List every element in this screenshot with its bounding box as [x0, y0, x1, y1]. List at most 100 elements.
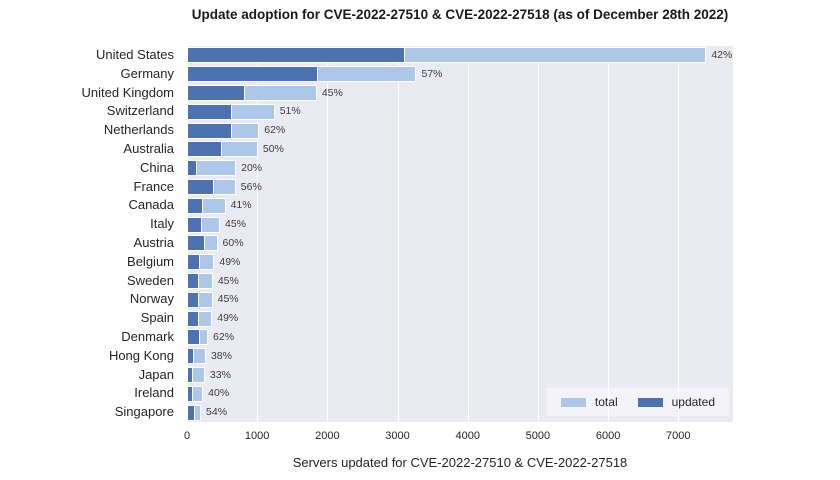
- bar-updated: [187, 141, 223, 158]
- legend: total updated: [546, 388, 729, 416]
- bar-row: 57%: [187, 65, 733, 84]
- bar-updated: [187, 160, 197, 177]
- y-label-norway: Norway: [129, 291, 174, 307]
- bar-pct-label: 33%: [209, 368, 231, 381]
- bar-pct-label: 60%: [222, 237, 244, 249]
- bar-pct-label: 45%: [217, 293, 239, 306]
- bar-row: 45%: [187, 272, 733, 291]
- gridline-x-4000: [467, 46, 469, 422]
- bar-updated: [187, 385, 194, 402]
- bar-row: 42%: [187, 46, 733, 65]
- bar-updated: [187, 366, 193, 383]
- y-label-japan: Japan: [138, 366, 174, 382]
- bar-updated: [187, 291, 199, 308]
- y-label-united-states: United States: [95, 47, 174, 62]
- x-tick-2000: 2000: [315, 430, 340, 442]
- y-label-italy: Italy: [150, 216, 174, 232]
- y-label-netherlands: Netherlands: [103, 122, 174, 138]
- chart-title: Update adoption for CVE-2022-27510 & CVE…: [191, 7, 729, 22]
- bar-updated: [187, 84, 246, 101]
- bar-row: 45%: [187, 290, 733, 309]
- gridline-x-7000: [678, 46, 680, 422]
- gridline-x-2000: [327, 46, 329, 422]
- x-tick-5000: 5000: [525, 430, 551, 442]
- bar-pct-label: 45%: [321, 86, 343, 99]
- y-label-ireland: Ireland: [134, 385, 174, 401]
- y-label-spain: Spain: [140, 310, 174, 326]
- gridline-x-0: [187, 46, 188, 422]
- bar-pct-label: 41%: [230, 199, 252, 212]
- bar-updated: [187, 216, 202, 233]
- bar-pct-label: 20%: [241, 161, 263, 174]
- bar-updated: [187, 329, 201, 346]
- bar-pct-label: 51%: [279, 105, 301, 118]
- bar-pct-label: 54%: [206, 406, 228, 419]
- bar-updated: [187, 103, 232, 120]
- y-label-hong-kong: Hong Kong: [108, 347, 174, 363]
- x-tick-4000: 4000: [455, 430, 480, 442]
- bar-updated: [187, 254, 201, 271]
- gridline-x-5000: [537, 46, 539, 422]
- y-label-australia: Australia: [123, 141, 174, 156]
- legend-item-updated: updated: [637, 395, 715, 409]
- y-label-singapore: Singapore: [114, 404, 174, 420]
- bar-pct-label: 45%: [224, 218, 246, 231]
- bar-pct-label: 49%: [219, 255, 241, 268]
- y-label-france: France: [133, 178, 174, 194]
- bar-pct-label: 45%: [217, 274, 239, 287]
- bar-row: 60%: [187, 234, 733, 253]
- bar-pct-label: 38%: [210, 349, 232, 362]
- y-label-belgium: Belgium: [127, 253, 174, 269]
- x-axis: 0 1000 2000 3000 4000 5000 6000 7000: [183, 430, 733, 446]
- bar-updated: [187, 348, 195, 365]
- bar-pct-label: 62%: [264, 124, 286, 137]
- bar-row: 62%: [187, 121, 733, 140]
- bar-row: 49%: [187, 253, 733, 272]
- y-label-canada: Canada: [128, 197, 174, 213]
- legend-item-total: total: [560, 395, 618, 409]
- bar-updated: [187, 272, 199, 289]
- bar-row: 50%: [187, 140, 733, 159]
- bar-updated: [187, 235, 206, 252]
- bar-row: 20%: [187, 159, 733, 178]
- x-tick-7000: 7000: [666, 430, 691, 442]
- bar-updated: [187, 66, 318, 83]
- legend-label-total: total: [594, 395, 618, 409]
- bar-row: 33%: [187, 366, 733, 385]
- bar-pct-label: 57%: [421, 67, 443, 80]
- bar-row: 51%: [187, 102, 733, 121]
- legend-label-updated: updated: [671, 395, 715, 409]
- y-label-denmark: Denmark: [121, 329, 174, 344]
- bar-updated: [187, 404, 195, 421]
- bar-pct-label: 56%: [240, 180, 262, 193]
- legend-swatch-updated-icon: [637, 397, 663, 407]
- bar-pct-label: 49%: [217, 312, 239, 325]
- bar-updated: [187, 197, 203, 214]
- x-tick-3000: 3000: [385, 430, 410, 442]
- x-tick-1000: 1000: [244, 430, 270, 442]
- x-tick-6000: 6000: [595, 430, 621, 442]
- bar-row: 49%: [187, 309, 733, 328]
- gridline-x-6000: [608, 46, 610, 422]
- legend-swatch-total-icon: [560, 397, 586, 407]
- bar-updated: [187, 122, 232, 139]
- bar-row: 38%: [187, 347, 733, 366]
- bar-pct-label: 62%: [213, 331, 235, 343]
- bar-row: 54%: [187, 403, 733, 422]
- bar-row: 40%: [187, 384, 733, 403]
- gridline-x-3000: [397, 46, 399, 422]
- bar-row: 62%: [187, 328, 733, 347]
- y-label-switzerland: Switzerland: [106, 103, 174, 119]
- y-label-china: China: [140, 159, 174, 175]
- x-tick-0: 0: [183, 430, 191, 442]
- bar-row: 56%: [187, 178, 733, 197]
- bar-updated: [187, 47, 406, 64]
- bar-pct-label: 50%: [262, 143, 284, 155]
- y-label-germany: Germany: [120, 65, 174, 81]
- bar-updated: [187, 178, 215, 195]
- plot-area: 42% 57% 45% 51% 62% 50% 20% 56% 41% 45% 60% 49% 45% 4…: [187, 46, 733, 422]
- bar-row: 45%: [187, 215, 733, 234]
- bar-row: 41%: [187, 196, 733, 215]
- y-label-austria: Austria: [133, 235, 174, 250]
